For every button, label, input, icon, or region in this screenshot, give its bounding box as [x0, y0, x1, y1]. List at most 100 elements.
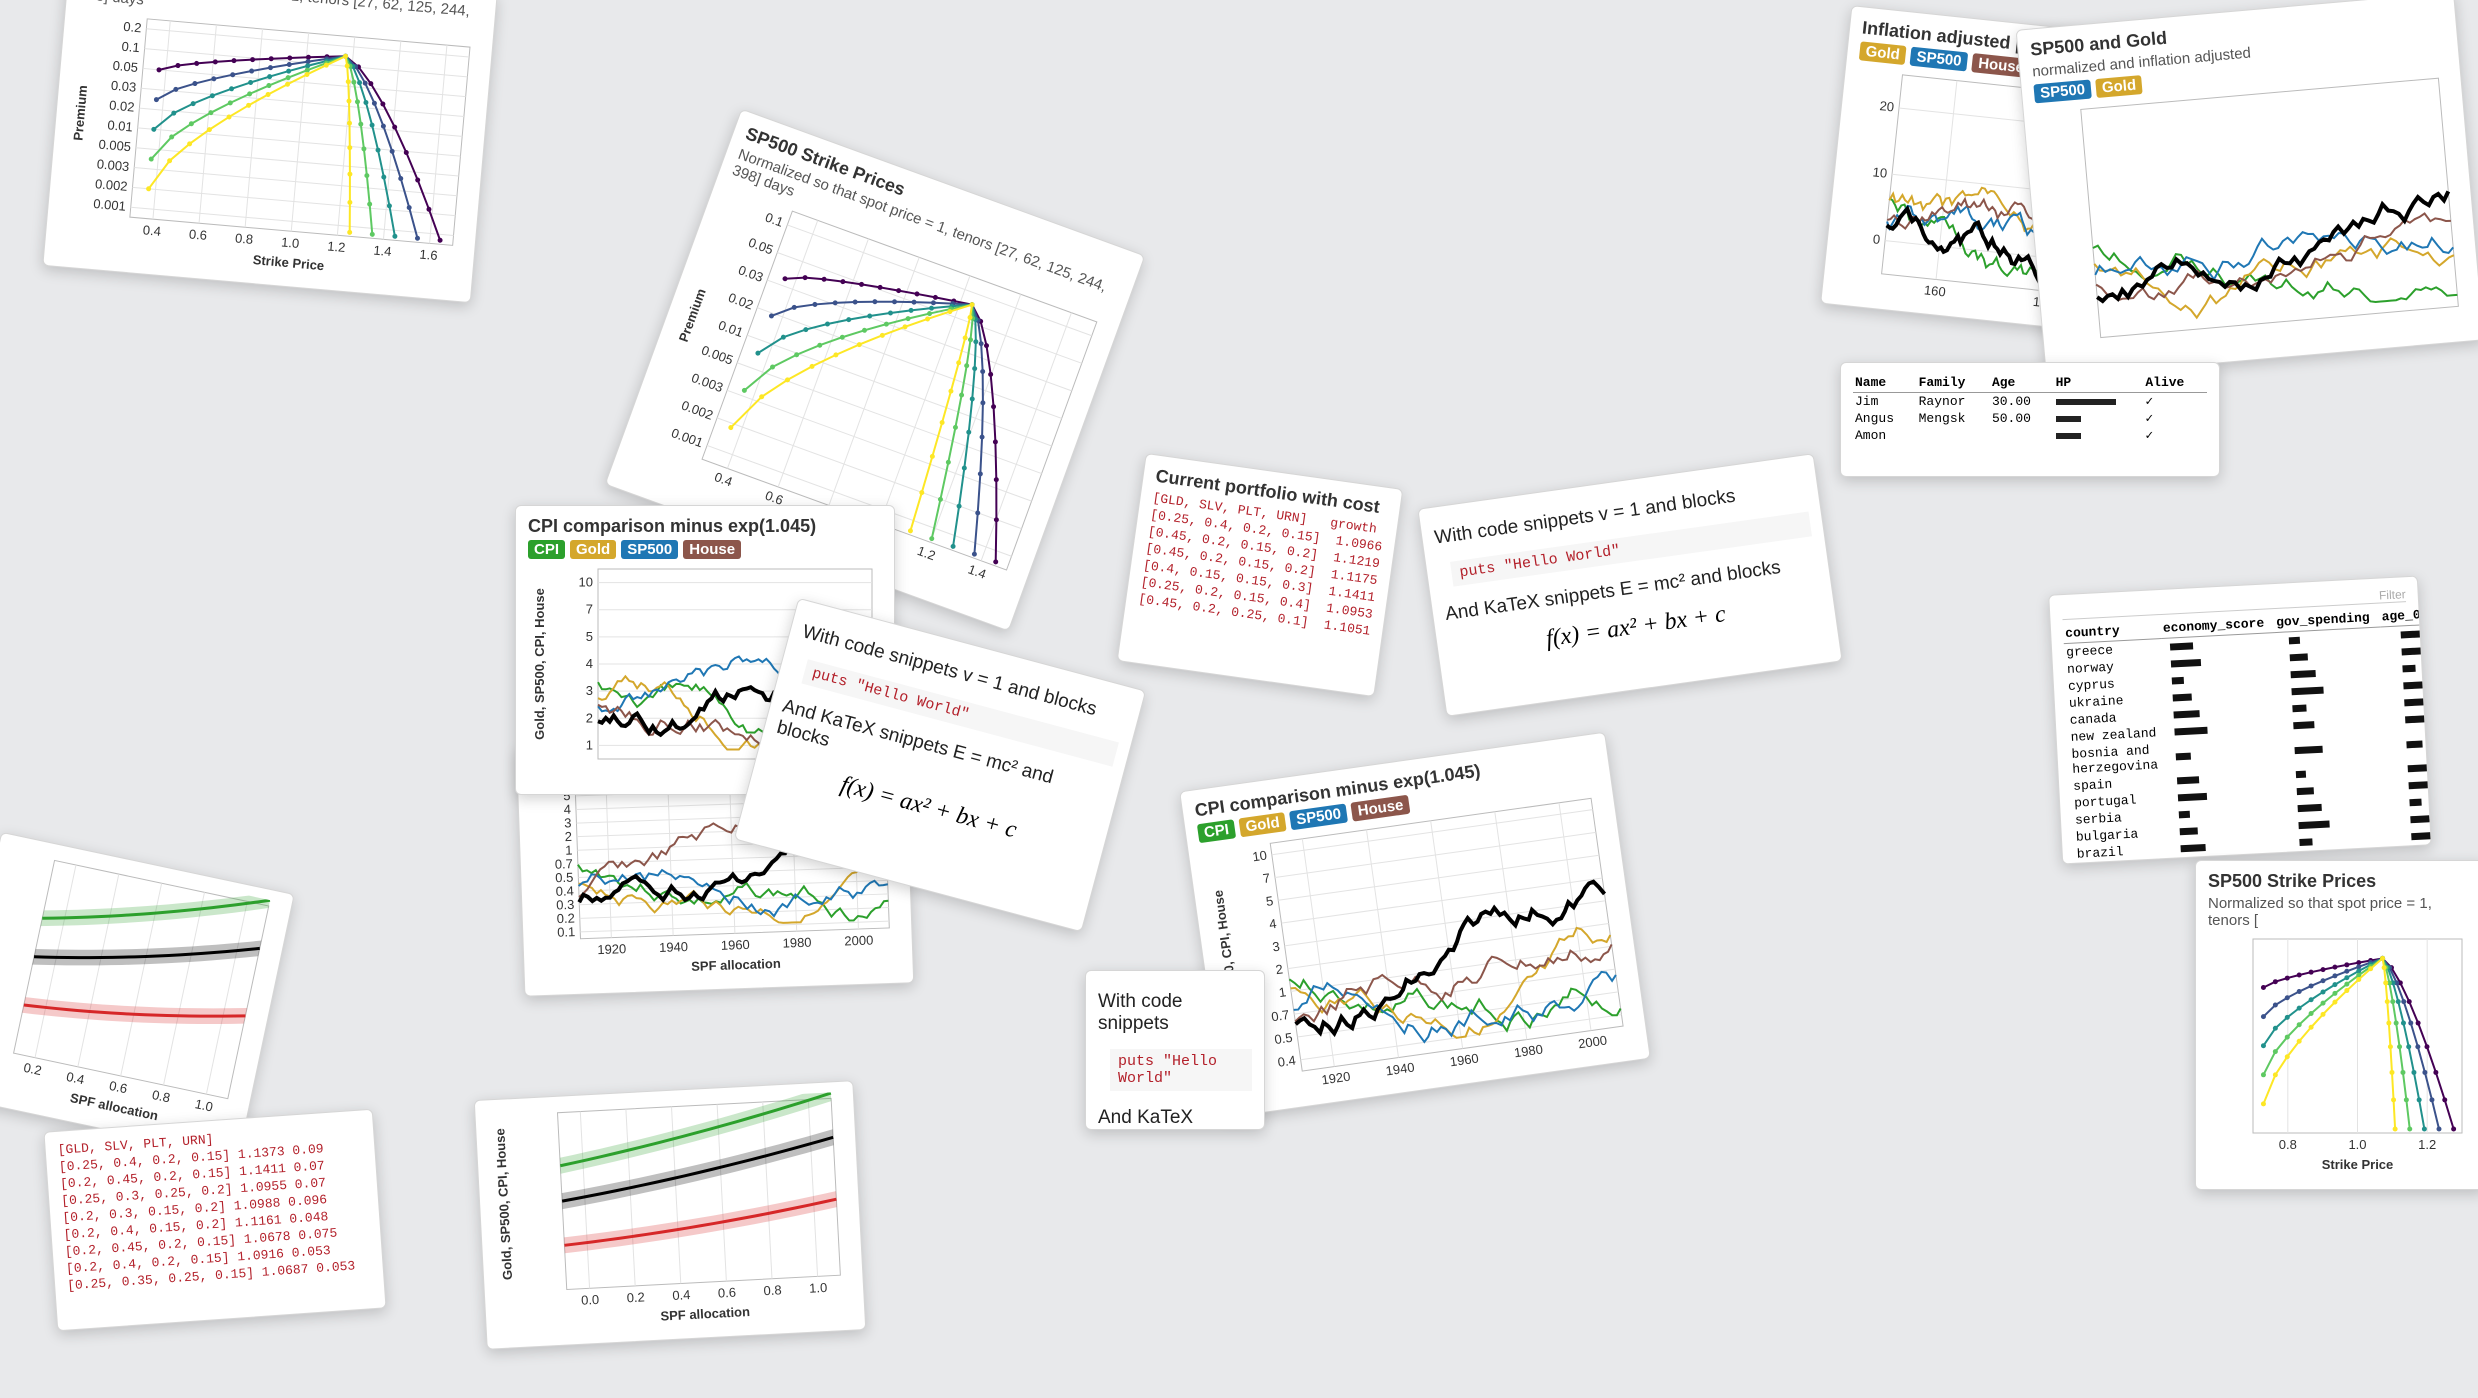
point [2356, 960, 2362, 966]
point [975, 510, 981, 516]
series-line [1290, 926, 1612, 1039]
point [285, 81, 291, 87]
band-line [559, 1091, 832, 1168]
y-tick-label: 10 [1872, 164, 1888, 180]
point [966, 429, 972, 435]
bar [2169, 642, 2194, 651]
y-tick-label: 0.003 [96, 156, 130, 174]
point [929, 536, 935, 542]
point [879, 332, 885, 338]
point [2387, 1044, 2393, 1050]
point [817, 342, 823, 348]
bar [2292, 704, 2307, 713]
point [784, 377, 790, 383]
point [2390, 980, 2396, 986]
y-tick-label: 0.002 [94, 176, 128, 194]
point [2406, 999, 2412, 1005]
point [2320, 1000, 2326, 1006]
bar [2402, 664, 2416, 673]
point [967, 314, 973, 320]
tag: Gold [570, 540, 617, 559]
bar [2175, 752, 2191, 760]
point [2436, 1126, 2442, 1132]
point [248, 79, 254, 85]
point [287, 55, 293, 61]
y-tick-label: 5 [1265, 893, 1274, 909]
band-line [561, 1135, 834, 1203]
point [371, 100, 377, 106]
point [980, 400, 986, 406]
card: With code snippets puts "Hello World" And … [1085, 970, 1265, 1130]
x-tick-label: 1.0 [194, 1096, 215, 1114]
point [211, 76, 217, 82]
point [2260, 985, 2266, 990]
point [190, 101, 196, 107]
point [2397, 980, 2403, 986]
y-tick-label: 0.003 [689, 370, 725, 395]
point [2407, 1126, 2413, 1132]
code-block: puts "Hello World" [1110, 1049, 1252, 1091]
curve [743, 303, 974, 539]
point [2384, 999, 2390, 1005]
katex-text: And KaTeX snippe [1098, 1107, 1194, 1128]
bar [2409, 798, 2422, 807]
bar-cell [2381, 641, 2432, 662]
point [2332, 999, 2338, 1005]
x-tick-label: 1.4 [373, 243, 392, 260]
x-tick-label: 0.6 [718, 1285, 737, 1301]
point [925, 316, 931, 322]
point [2368, 966, 2374, 972]
y-tick-label: 0.02 [109, 97, 136, 114]
point [175, 63, 181, 69]
point [794, 352, 800, 358]
point [833, 352, 839, 358]
chart: 10 7 5 4 3 2 1 0.7 0.5 0.4 1920 1940 1960 1980 2000 Gol… [1210, 797, 1624, 1087]
bar [2408, 780, 2432, 790]
bar [2411, 848, 2432, 858]
y-tick-label: 0.5 [1273, 1030, 1293, 1047]
point [968, 337, 974, 343]
point [861, 327, 867, 333]
point [2400, 1069, 2406, 1075]
grid-line [625, 1109, 636, 1286]
point [2356, 968, 2362, 974]
y-tick-label: 1 [1278, 984, 1287, 1000]
point [209, 93, 215, 99]
point [768, 313, 774, 319]
point [911, 299, 917, 305]
y-tick-label: 0.1 [763, 210, 785, 230]
bar [2404, 714, 2432, 724]
cell [1917, 427, 1990, 444]
hp-bar [2055, 432, 2081, 439]
point [247, 91, 253, 97]
x-tick-label: 1960 [1449, 1051, 1480, 1070]
point [867, 313, 873, 319]
bar [2404, 697, 2432, 707]
point [824, 321, 830, 327]
grid-line [671, 1106, 682, 1284]
point [839, 334, 845, 340]
y-tick-label: 0.7 [1270, 1007, 1290, 1024]
band-line [42, 898, 271, 920]
point [2411, 1069, 2417, 1075]
y-tick-label: 0.01 [107, 117, 134, 134]
point [952, 424, 958, 430]
point [964, 363, 970, 369]
grid-line [716, 417, 1022, 530]
bar [2171, 676, 2184, 685]
cell: ✓ [2145, 394, 2154, 409]
point [961, 465, 967, 471]
point [956, 503, 962, 509]
point [2272, 979, 2278, 985]
tag: SP500 [2033, 79, 2092, 104]
bar [2289, 653, 2309, 662]
point [380, 101, 386, 107]
chart [2080, 77, 2459, 339]
point [950, 543, 956, 549]
y-tick-label: 0.05 [746, 235, 775, 258]
point [286, 62, 292, 68]
column-header: Alive [2143, 373, 2207, 393]
x-tick-label: 0.4 [712, 469, 734, 489]
x-tick-label: 0.6 [763, 488, 785, 508]
bar-cell [2388, 774, 2432, 795]
